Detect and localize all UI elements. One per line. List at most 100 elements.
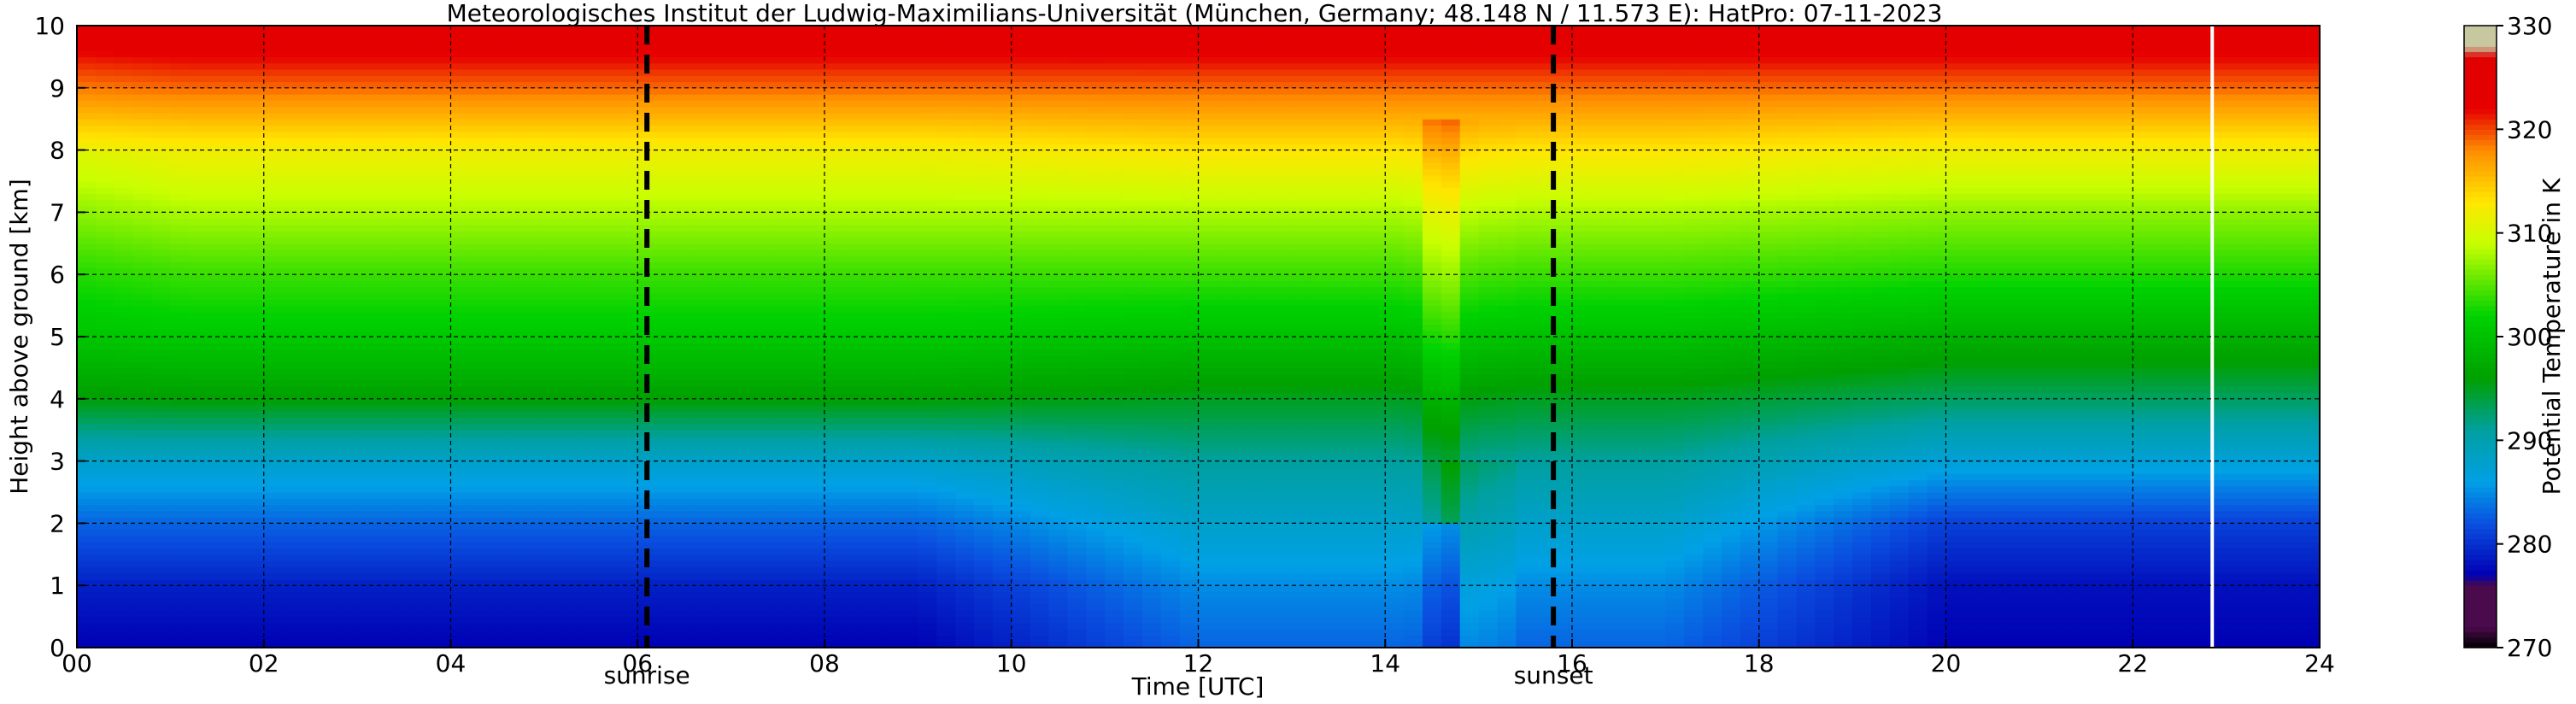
heatmap-cell (562, 566, 583, 574)
heatmap-cell (507, 274, 526, 282)
heatmap-cell (507, 267, 526, 275)
heatmap-cell (861, 32, 882, 39)
heatmap-cell (226, 398, 246, 406)
heatmap-cell (842, 379, 863, 387)
heatmap-cell (282, 504, 302, 512)
heatmap-cell (413, 50, 433, 57)
heatmap-cell (394, 604, 414, 611)
heatmap-cell (955, 318, 975, 326)
heatmap-cell (320, 442, 339, 449)
heatmap-cell (731, 106, 751, 114)
heatmap-cell (338, 355, 358, 362)
heatmap-cell (693, 243, 713, 250)
heatmap-cell (899, 26, 918, 32)
heatmap-cell (189, 261, 208, 269)
heatmap-cell (413, 174, 433, 182)
heatmap-cell (880, 56, 901, 64)
heatmap-cell (992, 405, 1012, 412)
heatmap-cell (768, 138, 788, 144)
heatmap-cell (992, 286, 1012, 294)
heatmap-cell (992, 635, 1012, 642)
heatmap-cell (301, 162, 320, 170)
heatmap-cell (787, 187, 807, 195)
heatmap-cell (806, 231, 825, 238)
heatmap-cell (880, 193, 901, 201)
heatmap-cell (95, 231, 115, 238)
heatmap-cell (806, 529, 825, 537)
heatmap-cell (619, 554, 638, 561)
heatmap-cell (562, 249, 583, 256)
heatmap-cell (507, 286, 526, 294)
heatmap-cell (936, 498, 956, 506)
heatmap-cell (394, 286, 414, 294)
heatmap-cell (543, 423, 564, 431)
heatmap-cell (525, 498, 545, 506)
heatmap-cell (693, 361, 713, 368)
heatmap-cell (450, 274, 470, 282)
heatmap-cell (301, 485, 320, 493)
heatmap-cell (77, 566, 97, 574)
heatmap-cell (955, 542, 975, 549)
heatmap-cell (357, 641, 377, 648)
heatmap-cell (282, 529, 302, 537)
heatmap-cell (880, 610, 901, 618)
heatmap-cell (712, 218, 732, 226)
heatmap-cell (581, 38, 601, 45)
heatmap-cell (431, 324, 452, 331)
heatmap-cell (768, 473, 788, 481)
heatmap-cell (77, 255, 97, 263)
heatmap-cell (712, 355, 732, 362)
heatmap-cell (749, 423, 769, 431)
heatmap-cell (394, 243, 414, 250)
heatmap-cell (619, 523, 638, 531)
heatmap-cell (357, 87, 377, 95)
heatmap-cell (132, 442, 153, 449)
heatmap-cell (413, 261, 433, 269)
heatmap-cell (675, 311, 695, 319)
heatmap-cell (114, 231, 134, 238)
heatmap-cell (712, 548, 732, 555)
heatmap-cell (263, 449, 284, 455)
heatmap-cell (151, 144, 171, 151)
heatmap-cell (357, 293, 377, 300)
heatmap-cell (114, 181, 134, 188)
heatmap-cell (955, 616, 975, 624)
heatmap-cell (562, 305, 583, 313)
heatmap-cell (562, 162, 583, 170)
heatmap-cell (132, 318, 153, 326)
heatmap-cell (525, 26, 545, 32)
heatmap-cell (469, 597, 489, 605)
heatmap-cell (656, 174, 676, 182)
heatmap-cell (637, 629, 657, 637)
heatmap-cell (955, 629, 975, 637)
heatmap-cell (543, 572, 564, 580)
heatmap-cell (132, 243, 153, 250)
heatmap-cell (450, 635, 470, 642)
heatmap-cell (114, 255, 134, 263)
heatmap-cell (282, 261, 302, 269)
heatmap-cell (656, 548, 676, 555)
heatmap-cell (507, 324, 526, 331)
heatmap-cell (768, 466, 788, 474)
heatmap-cell (282, 318, 302, 326)
heatmap-cell (749, 610, 769, 618)
heatmap-cell (431, 629, 452, 637)
heatmap-cell (768, 311, 788, 319)
heatmap-cell (488, 174, 508, 182)
heatmap-cell (189, 286, 208, 294)
heatmap-cell (244, 455, 265, 462)
heatmap-cell (637, 367, 657, 375)
heatmap-cell (619, 616, 638, 624)
heatmap-cell (842, 56, 863, 64)
heatmap-cell (600, 548, 619, 555)
heatmap-cell (842, 87, 863, 95)
heatmap-cell (806, 455, 825, 462)
heatmap-cell (899, 436, 918, 443)
heatmap-cell (656, 461, 676, 468)
heatmap-cell (394, 274, 414, 282)
heatmap-cell (226, 616, 246, 624)
heatmap-cell (507, 492, 526, 499)
heatmap-cell (357, 206, 377, 213)
heatmap-cell (357, 26, 377, 32)
heatmap-cell (208, 330, 227, 337)
